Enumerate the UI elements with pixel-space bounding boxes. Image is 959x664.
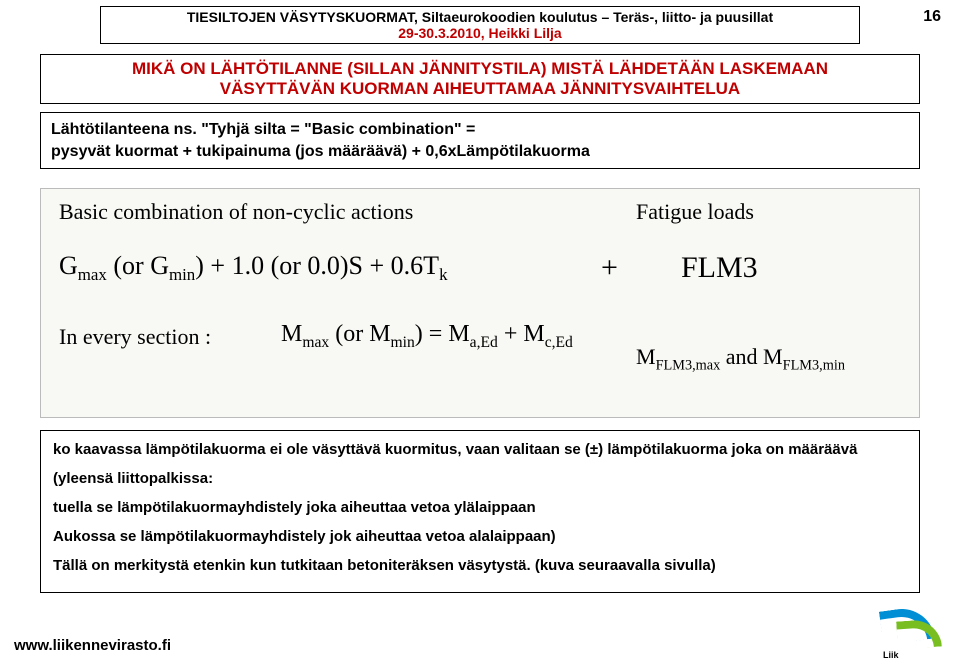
flm3-label: FLM3 (681, 251, 758, 285)
mf1-sub: FLM3,max (656, 357, 721, 373)
rest1: ) + 1.0 (or 0.0)S + 0.6T (195, 251, 439, 280)
bottom-p5: Tällä on merkitystä etenkin kun tutkitaa… (53, 555, 907, 576)
footer-url: www.liikennevirasto.fi (14, 637, 171, 654)
plus2: + M (498, 321, 545, 347)
bottom-p1: ko kaavassa lämpötilakuorma ei ole väsyt… (53, 439, 907, 460)
slide-header: TIESILTOJEN VÄSYTYSKUORMAT, Siltaeurokoo… (100, 6, 860, 44)
mf-sym: M (636, 344, 656, 369)
gmin-sub: min (169, 265, 195, 284)
header-line2: 29-30.3.2010, Heikki Lilja (107, 25, 853, 41)
g-sym: G (59, 251, 78, 280)
intro-line2: pysyvät kuormat + tukipainuma (jos määrä… (51, 141, 909, 163)
page-number: 16 (923, 8, 941, 26)
bottom-p2: (yleensä liittopalkissa: (53, 468, 907, 489)
title-line2: VÄSYTTÄVÄN KUORMAN AIHEUTTAMAA JÄNNITYSV… (49, 79, 911, 99)
every-section-label: In every section : (59, 324, 211, 350)
mf2-sub: FLM3,min (783, 357, 845, 373)
or-gmin: (or G (107, 251, 169, 280)
slide-title-box: MIKÄ ON LÄHTÖTILANNE (SILLAN JÄNNITYSTIL… (40, 54, 920, 104)
logo-text: Liik (883, 650, 899, 660)
intro-box: Lähtötilanteena ns. "Tyhjä silta = "Basi… (40, 112, 920, 169)
m-sym: M (281, 321, 302, 347)
mmax-sub: max (302, 334, 329, 351)
bottom-p3: tuella se lämpötilakuormayhdistely joka … (53, 497, 907, 518)
formula-row1: Gmax (or Gmin) + 1.0 (or 0.0)S + 0.6Tk (59, 251, 448, 285)
header-line1: TIESILTOJEN VÄSYTYSKUORMAT, Siltaeurokoo… (107, 9, 853, 25)
basic-combination-label: Basic combination of non-cyclic actions (59, 199, 413, 225)
formula-row2a: Mmax (or Mmin) = Ma,Ed + Mc,Ed (281, 321, 573, 352)
eq1a: ) = M (415, 321, 470, 347)
mmin-sub: min (391, 334, 415, 351)
intro-line1: Lähtötilanteena ns. "Tyhjä silta = "Basi… (51, 119, 909, 141)
liikennevirasto-logo: Liik (875, 600, 953, 660)
fatigue-loads-label: Fatigue loads (636, 199, 754, 225)
gmax-sub: max (78, 265, 107, 284)
logo-arc-green (896, 618, 942, 649)
formula-block: Basic combination of non-cyclic actions … (40, 188, 920, 418)
title-line1: MIKÄ ON LÄHTÖTILANNE (SILLAN JÄNNITYSTIL… (49, 59, 911, 79)
mced-sub: c,Ed (545, 334, 573, 351)
bottom-text-box: ko kaavassa lämpötilakuorma ei ole väsyt… (40, 430, 920, 593)
formula-row2c: MFLM3,max and MFLM3,min (636, 344, 845, 374)
bottom-p4: Aukossa se lämpötilakuormayhdistely jok … (53, 526, 907, 547)
and-text: and M (720, 344, 782, 369)
plus-sign: + (601, 251, 618, 285)
maed-sub: a,Ed (470, 334, 498, 351)
or-mmin: (or M (329, 321, 390, 347)
tk-sub: k (439, 265, 447, 284)
